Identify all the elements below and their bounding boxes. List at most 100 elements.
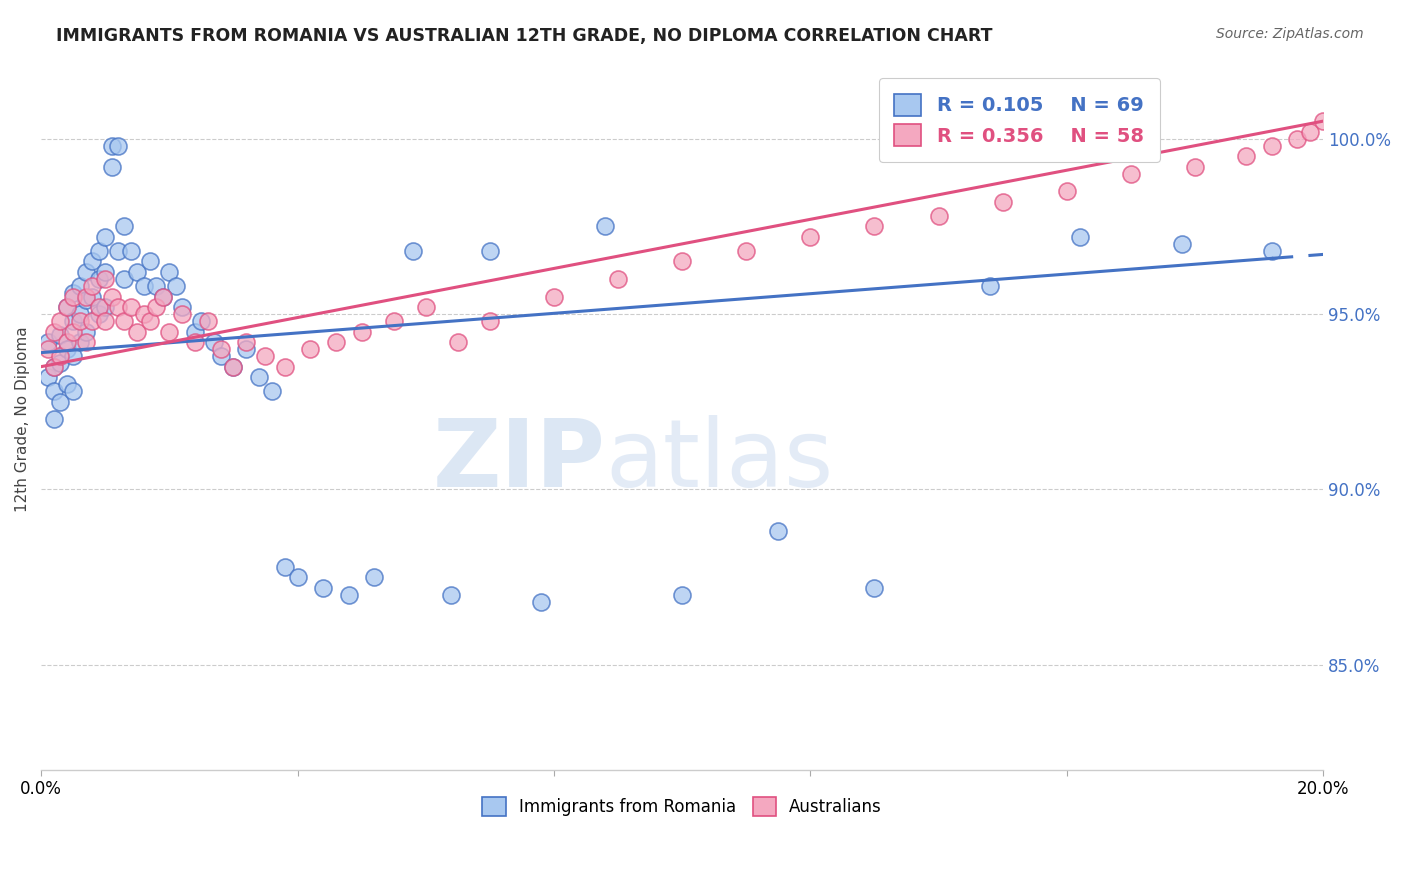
Point	[157, 265, 180, 279]
Point	[145, 300, 167, 314]
Point	[863, 581, 886, 595]
Point	[107, 244, 129, 258]
Point	[69, 279, 91, 293]
Point	[478, 314, 501, 328]
Point	[75, 335, 97, 350]
Point	[273, 359, 295, 374]
Point	[55, 300, 77, 314]
Point	[62, 285, 84, 300]
Point	[152, 289, 174, 303]
Point	[1184, 160, 1206, 174]
Point	[37, 335, 59, 350]
Point	[202, 335, 225, 350]
Point	[75, 265, 97, 279]
Point	[863, 219, 886, 234]
Point	[55, 335, 77, 350]
Point	[254, 349, 277, 363]
Point	[152, 289, 174, 303]
Point	[145, 279, 167, 293]
Point	[69, 314, 91, 328]
Point	[100, 160, 122, 174]
Point	[132, 307, 155, 321]
Point	[337, 588, 360, 602]
Point	[82, 289, 104, 303]
Point	[209, 349, 232, 363]
Point	[62, 384, 84, 399]
Point	[69, 307, 91, 321]
Point	[1261, 244, 1284, 258]
Point	[172, 307, 194, 321]
Point	[440, 588, 463, 602]
Point	[671, 254, 693, 268]
Point	[75, 289, 97, 303]
Point	[325, 335, 347, 350]
Point	[363, 570, 385, 584]
Point	[49, 328, 72, 343]
Point	[107, 138, 129, 153]
Point	[100, 138, 122, 153]
Point	[260, 384, 283, 399]
Text: atlas: atlas	[605, 416, 834, 508]
Point	[402, 244, 425, 258]
Point	[82, 279, 104, 293]
Point	[37, 370, 59, 384]
Point	[312, 581, 335, 595]
Point	[94, 272, 117, 286]
Point	[87, 307, 110, 321]
Point	[82, 254, 104, 268]
Point	[75, 293, 97, 307]
Point	[100, 289, 122, 303]
Point	[928, 209, 950, 223]
Point	[49, 314, 72, 328]
Point	[768, 524, 790, 539]
Point	[247, 370, 270, 384]
Point	[1261, 138, 1284, 153]
Point	[94, 314, 117, 328]
Point	[127, 325, 149, 339]
Point	[273, 559, 295, 574]
Point	[114, 314, 136, 328]
Point	[69, 335, 91, 350]
Point	[447, 335, 470, 350]
Point	[139, 254, 162, 268]
Point	[190, 314, 212, 328]
Point	[55, 342, 77, 356]
Point	[1312, 114, 1334, 128]
Point	[991, 194, 1014, 209]
Text: ZIP: ZIP	[432, 416, 605, 508]
Point	[1299, 125, 1322, 139]
Point	[1056, 184, 1078, 198]
Point	[114, 219, 136, 234]
Point	[94, 230, 117, 244]
Point	[42, 359, 65, 374]
Point	[1069, 230, 1091, 244]
Point	[62, 349, 84, 363]
Point	[222, 359, 245, 374]
Legend: Immigrants from Romania, Australians: Immigrants from Romania, Australians	[474, 789, 890, 825]
Point	[75, 325, 97, 339]
Point	[382, 314, 405, 328]
Point	[172, 300, 194, 314]
Point	[222, 359, 245, 374]
Point	[209, 342, 232, 356]
Point	[235, 335, 257, 350]
Point	[94, 265, 117, 279]
Point	[49, 349, 72, 363]
Point	[184, 325, 207, 339]
Point	[1171, 236, 1194, 251]
Point	[42, 325, 65, 339]
Point	[37, 342, 59, 356]
Text: IMMIGRANTS FROM ROMANIA VS AUSTRALIAN 12TH GRADE, NO DIPLOMA CORRELATION CHART: IMMIGRANTS FROM ROMANIA VS AUSTRALIAN 12…	[56, 27, 993, 45]
Point	[593, 219, 616, 234]
Y-axis label: 12th Grade, No Diploma: 12th Grade, No Diploma	[15, 326, 30, 512]
Point	[55, 377, 77, 392]
Point	[530, 594, 553, 608]
Point	[62, 325, 84, 339]
Text: Source: ZipAtlas.com: Source: ZipAtlas.com	[1216, 27, 1364, 41]
Point	[165, 279, 187, 293]
Point	[42, 412, 65, 426]
Point	[184, 335, 207, 350]
Point	[87, 300, 110, 314]
Point	[114, 272, 136, 286]
Point	[979, 279, 1001, 293]
